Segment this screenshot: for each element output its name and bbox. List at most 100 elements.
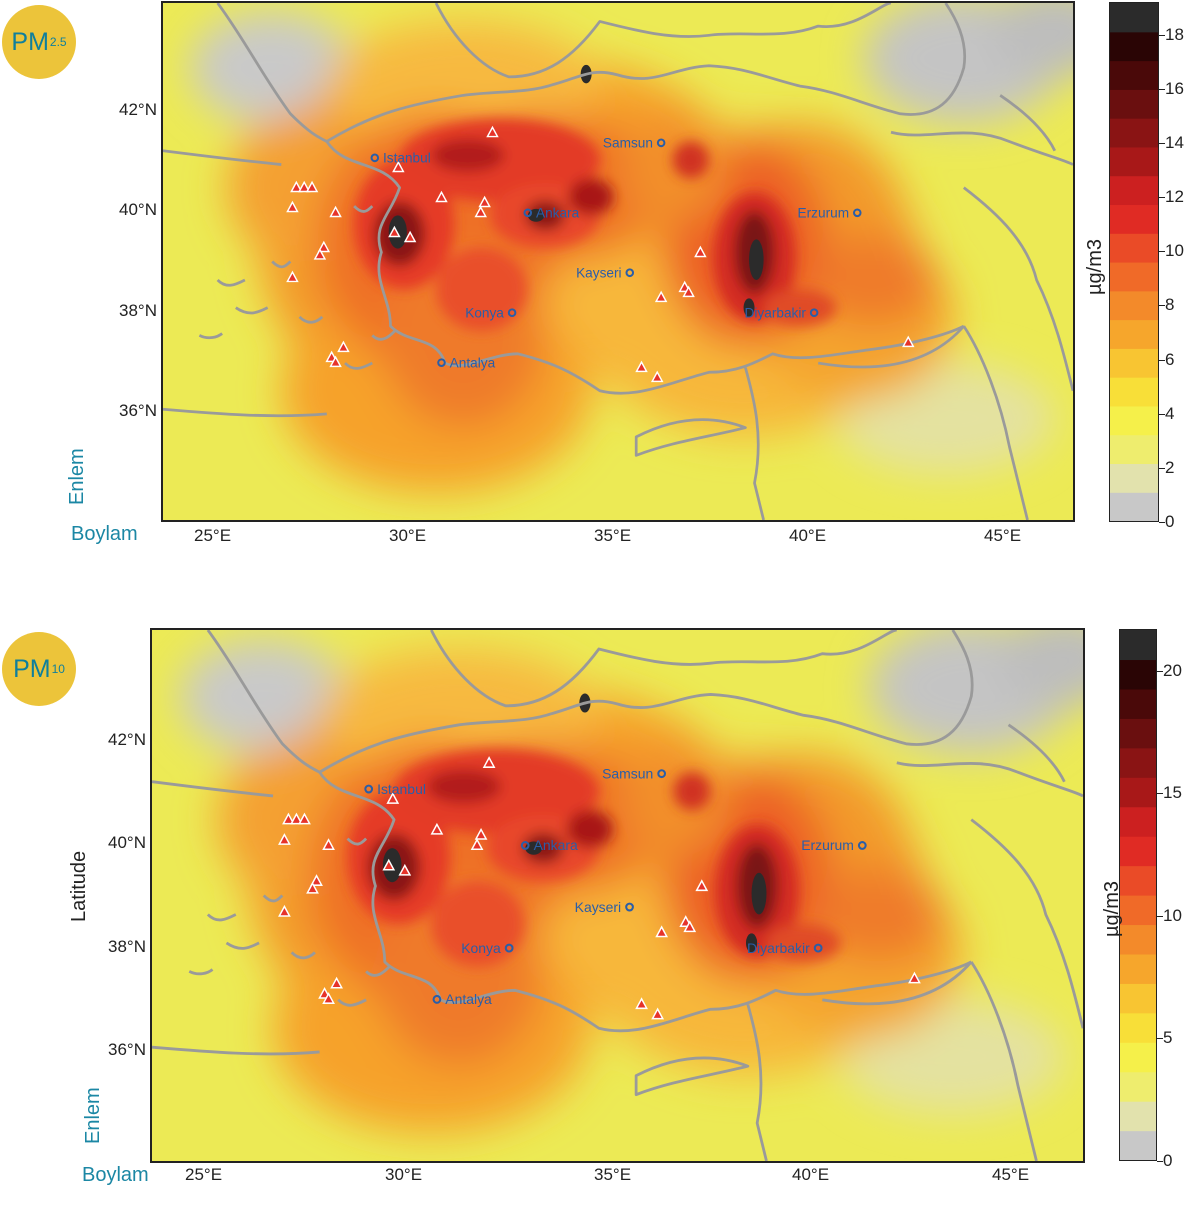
colorbar-swatch xyxy=(1110,146,1158,177)
colorbar-tick-mark xyxy=(1159,467,1165,469)
colorbar-tick-label: 8 xyxy=(1165,295,1175,315)
y-tick-42: 42°N xyxy=(108,730,146,749)
station-marker xyxy=(474,827,488,840)
x-axis-name: Boylam xyxy=(82,1164,149,1186)
station-marker xyxy=(282,812,295,825)
colorbar-swatch xyxy=(1110,31,1158,62)
city-label: Ankara xyxy=(534,837,578,853)
colorbar-swatch xyxy=(1110,89,1158,119)
pm25-map[interactable]: Istanbul Samsun Ankara Erzurum Kayseri Konya D… xyxy=(161,1,1075,522)
station-marker xyxy=(290,812,303,825)
city-label: Diyarbakir xyxy=(745,305,807,320)
station-marker xyxy=(430,822,444,835)
colorbar-tick-label: 20 xyxy=(1163,660,1182,680)
colorbar-tick-mark xyxy=(1157,1038,1163,1040)
x-tick-35: 35°E xyxy=(594,526,632,545)
pm25-badge: PM 2.5 xyxy=(2,5,76,79)
colorbar-tick-mark xyxy=(1159,251,1165,253)
city-marker xyxy=(520,841,530,850)
colorbar-tick-mark xyxy=(1157,915,1163,917)
colorbar-swatch xyxy=(1120,688,1156,719)
station-marker xyxy=(486,125,499,138)
colorbar-swatch xyxy=(1110,118,1158,148)
colorbar-swatch xyxy=(1120,865,1156,896)
colorbar-swatch xyxy=(1110,3,1158,33)
station-marker xyxy=(650,370,664,383)
colorbar-swatch xyxy=(1120,1071,1156,1102)
station-marker xyxy=(386,792,400,804)
colorbar-tick-label: 4 xyxy=(1165,403,1175,423)
colorbar-swatch xyxy=(1120,1012,1156,1043)
colorbar-swatch xyxy=(1110,60,1158,90)
x-tick-40: 40°E xyxy=(792,1165,830,1184)
colorbar-swatch xyxy=(1110,175,1158,206)
x-tick-35: 35°E xyxy=(594,1165,632,1184)
city-marker xyxy=(625,902,634,912)
city-marker xyxy=(364,784,374,794)
y-tick-42: 42°N xyxy=(119,100,157,119)
station-marker xyxy=(478,195,491,208)
station-marker xyxy=(651,1007,665,1020)
y-tick-38: 38°N xyxy=(119,301,157,320)
city-marker xyxy=(852,208,862,218)
colorbar-swatch xyxy=(1110,290,1158,321)
city-marker xyxy=(432,994,442,1004)
colorbar-tick-mark xyxy=(1159,142,1165,144)
colorbar-swatch xyxy=(1110,262,1158,292)
city-marker xyxy=(813,943,823,953)
colorbar-tick-label: 16 xyxy=(1165,78,1184,98)
y-axis-name: Enlem xyxy=(66,448,88,505)
y-tick-40: 40°N xyxy=(108,833,146,852)
colorbar-tick-label: 0 xyxy=(1163,1151,1173,1170)
station-marker xyxy=(286,200,299,213)
colorbar-tick-mark xyxy=(1159,413,1165,415)
colorbar-tick-label: 14 xyxy=(1165,132,1184,152)
x-tick-45: 45°E xyxy=(984,526,1022,545)
pm10-map[interactable]: Istanbul Samsun Ankara Erzurum Kayseri Konya D… xyxy=(150,628,1085,1163)
pm10-unit-label: µg/m3 xyxy=(1101,881,1123,937)
colorbar-swatch xyxy=(1110,434,1158,465)
city-marker xyxy=(625,268,635,278)
colorbar-tick-label: 12 xyxy=(1165,187,1184,206)
station-marker xyxy=(286,270,299,283)
station-marker xyxy=(635,997,648,1010)
city-label: Antalya xyxy=(445,991,492,1007)
station-marker xyxy=(298,812,311,825)
colorbar-tick-mark xyxy=(1159,88,1165,90)
station-marker xyxy=(337,340,350,353)
colorbar-tick-mark xyxy=(1157,1161,1163,1162)
y-tick-36: 36°N xyxy=(119,401,157,420)
city-label: Istanbul xyxy=(383,150,431,165)
city-marker xyxy=(437,358,446,367)
station-marker xyxy=(470,838,484,851)
station-marker xyxy=(317,240,331,253)
colorbar-swatch xyxy=(1120,806,1156,837)
city-label: Konya xyxy=(461,940,501,956)
colorbar-tick-mark xyxy=(1159,359,1165,361)
station-marker xyxy=(305,180,319,193)
station-marker xyxy=(654,290,668,303)
y-axis-name: Enlem xyxy=(82,1087,104,1144)
colorbar-swatch xyxy=(1120,836,1156,867)
map-canvas: Istanbul Samsun Ankara Erzurum Kayseri Konya D… xyxy=(163,3,1073,520)
city-label: Erzurum xyxy=(798,205,850,220)
station-marker xyxy=(635,360,648,373)
x-tick-25: 25°E xyxy=(194,526,232,545)
city-label: Kayseri xyxy=(575,899,622,915)
station-marker xyxy=(388,225,401,238)
coastlines-and-borders xyxy=(163,3,1073,520)
city-label: Ankara xyxy=(536,205,580,220)
pm10-panel: PM 10 Istanbul Samsun Ankara Erzurum Kayseri K… xyxy=(0,627,1198,1223)
colorbar-swatch xyxy=(1110,348,1158,378)
colorbar-tick-label: 10 xyxy=(1165,241,1184,261)
map-canvas: Istanbul Samsun Ankara Erzurum Kayseri Konya D… xyxy=(152,630,1083,1161)
x-tick-40: 40°E xyxy=(789,526,827,545)
x-axis-name: Boylam xyxy=(71,523,138,545)
city-marker xyxy=(809,308,819,318)
station-marker xyxy=(290,180,303,193)
station-marker xyxy=(435,190,448,203)
colorbar-swatch xyxy=(1110,319,1158,349)
colorbar-tick-label: 0 xyxy=(1165,512,1175,531)
colorbar-swatch xyxy=(1120,924,1156,955)
station-marker xyxy=(310,874,323,886)
